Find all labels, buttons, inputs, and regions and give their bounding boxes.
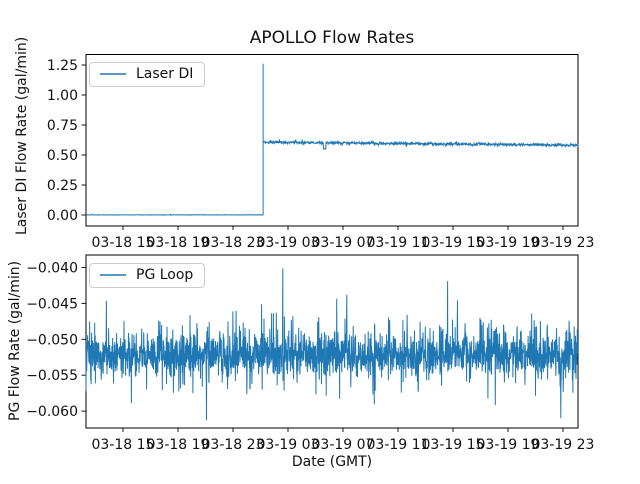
x-tick-label: 03-19 07: [312, 235, 375, 251]
x-tick-label: 03-19 23: [532, 437, 595, 453]
y-tick-label: −0.045: [26, 296, 78, 312]
x-tick-label: 03-18 15: [92, 235, 155, 251]
x-tick-label: 03-19 03: [257, 437, 320, 453]
x-tick-label: 03-19 03: [257, 235, 320, 251]
x-axis-label: Date (GMT): [291, 454, 373, 470]
legend-laser-di: Laser DI: [89, 62, 206, 87]
x-tick-label: 03-19 07: [312, 437, 375, 453]
series-line-pg-loop: [85, 268, 579, 421]
x-tick-label: 03-18 19: [147, 235, 210, 251]
y-tick-label: 0.25: [47, 178, 78, 194]
top-y-axis-label: Laser DI Flow Rate (gal/min): [14, 36, 30, 235]
legend-line-sample-laser-di: [100, 73, 126, 75]
y-tick-label: 0.75: [47, 118, 78, 134]
legend-line-sample-pg-loop: [100, 274, 126, 276]
y-tick-label: 1.25: [47, 58, 78, 74]
legend-pg-loop: PG Loop: [89, 263, 206, 288]
x-tick-label: 03-19 19: [477, 235, 540, 251]
x-tick-label: 03-18 23: [202, 235, 265, 251]
x-tick-label: 03-18 19: [147, 437, 210, 453]
x-tick-label: 03-19 15: [422, 235, 485, 251]
x-tick-label: 03-19 23: [532, 235, 595, 251]
series-line-laser-di: [85, 63, 579, 216]
x-tick-label: 03-19 19: [477, 437, 540, 453]
x-tick-label: 03-19 15: [422, 437, 485, 453]
x-tick-label: 03-19 11: [367, 437, 430, 453]
y-tick-label: −0.050: [26, 332, 78, 348]
x-tick-label: 03-18 23: [202, 437, 265, 453]
x-tick-label: 03-18 15: [92, 437, 155, 453]
y-tick-label: −0.055: [26, 368, 78, 384]
legend-label-pg-loop: PG Loop: [136, 267, 194, 283]
x-tick-label: 03-19 11: [367, 235, 430, 251]
chart-title: APOLLO Flow Rates: [249, 28, 415, 48]
y-tick-label: 0.00: [47, 208, 78, 224]
bottom-y-axis-label: PG Flow Rate (gal/min): [7, 260, 23, 421]
y-tick-label: −0.060: [26, 404, 78, 420]
y-tick-label: −0.040: [26, 261, 78, 277]
y-tick-label: 1.00: [47, 88, 78, 104]
y-tick-label: 0.50: [47, 148, 78, 164]
axes-spine: [85, 54, 579, 227]
legend-label-laser-di: Laser DI: [136, 66, 194, 82]
